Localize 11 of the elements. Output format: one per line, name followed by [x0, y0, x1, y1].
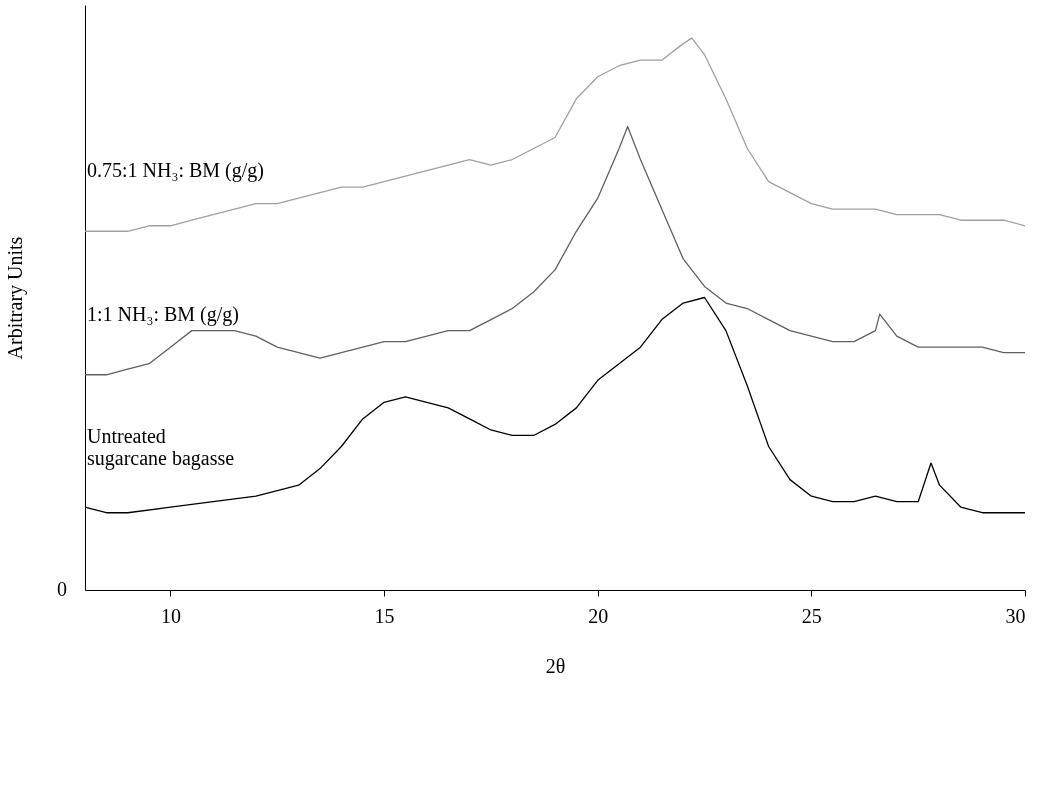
x-tick-label: 15	[374, 604, 395, 627]
x-tick-label: 10	[160, 604, 181, 627]
x-tick-label: 20	[588, 604, 609, 627]
y-axis-title: Arbitrary Units	[3, 236, 27, 360]
x-tick-label: 25	[801, 604, 822, 627]
text: 0	[57, 578, 67, 600]
x-axis-title: 2θ	[545, 654, 566, 677]
series-label: 1:1 NH₃: BM (g/g)	[87, 302, 239, 326]
series-label: 0.75:1 NH₃: BM (g/g)	[87, 159, 264, 183]
series-label: Untreated sugarcane bagasse	[87, 425, 235, 471]
x-tick-label: 30	[1005, 604, 1026, 627]
